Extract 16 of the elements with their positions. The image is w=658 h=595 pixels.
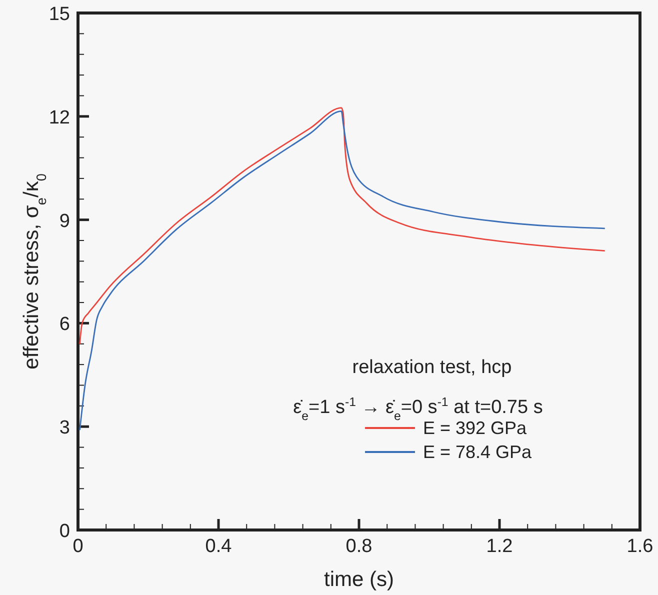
x-tick-label: 0.8: [346, 536, 372, 557]
x-tick-label: 1.6: [626, 536, 654, 557]
x-axis-title: time (s): [324, 568, 394, 591]
y-tick-label: 12: [48, 107, 70, 128]
y-tick-label: 6: [59, 314, 70, 336]
x-tick-label: 0: [72, 536, 84, 557]
annotation: relaxation test, hcp: [352, 357, 512, 378]
y-tick-label: 15: [48, 4, 70, 25]
x-tick-label: 1.2: [486, 536, 513, 557]
x-tick-label: 0.4: [205, 536, 232, 557]
legend-label: E = 392 GPa: [423, 418, 528, 438]
y-tick-label: 3: [59, 418, 70, 439]
legend-label: E = 78.4 GPa: [423, 442, 533, 462]
y-tick-label: 0: [59, 521, 70, 542]
y-tick-label: 9: [59, 210, 70, 232]
line-series: [79, 107, 606, 345]
